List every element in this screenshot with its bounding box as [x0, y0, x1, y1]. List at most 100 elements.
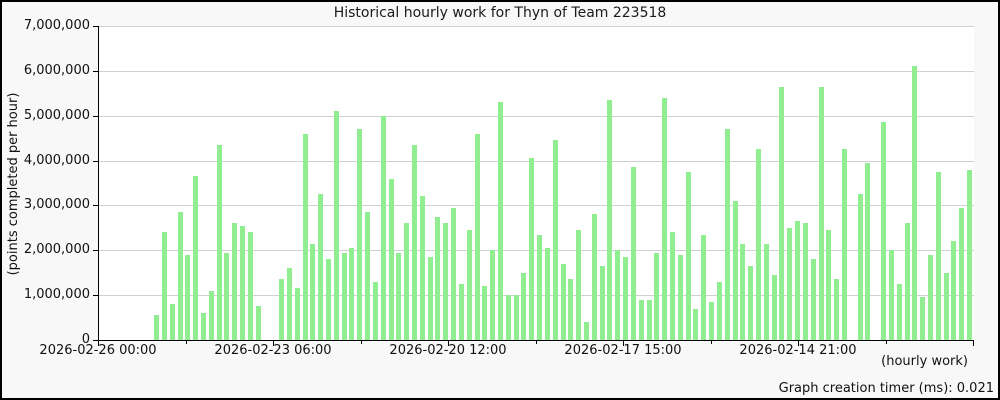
hourly-work-bar	[333, 111, 339, 340]
hourly-work-bar	[365, 212, 371, 340]
y-tick-label: 6,000,000	[23, 63, 90, 78]
hourly-work-bar	[630, 167, 636, 340]
x-axis-minor-tick	[885, 341, 887, 344]
y-tick-label: 5,000,000	[23, 108, 90, 123]
hourly-work-bar	[193, 176, 199, 340]
gridline	[99, 116, 974, 117]
hourly-work-bar	[857, 194, 863, 340]
y-tick-label: 0	[81, 332, 90, 347]
plot-area	[98, 26, 974, 341]
hourly-work-bar	[927, 255, 933, 340]
hourly-work-bar	[662, 98, 668, 340]
hourly-work-bar	[841, 149, 847, 340]
hourly-work-bar	[443, 223, 449, 340]
hourly-work-bar	[818, 87, 824, 340]
hourly-work-bar	[529, 158, 535, 340]
hourly-work-bar	[904, 223, 910, 340]
hourly-work-bar	[646, 300, 652, 340]
hourly-work-bar	[466, 230, 472, 340]
x-axis-minor-tick	[710, 341, 712, 344]
hourly-work-bar	[685, 172, 691, 340]
hourly-work-bar	[755, 149, 761, 340]
hourly-work-bar	[279, 279, 285, 340]
hourly-work-bar	[177, 212, 183, 340]
hourly-work-bar	[341, 253, 347, 340]
hourly-work-bar	[224, 253, 230, 340]
hourly-work-bar	[154, 315, 159, 340]
hourly-work-bar	[294, 288, 300, 340]
hourly-work-bar	[185, 255, 191, 340]
hourly-work-bar	[458, 284, 464, 340]
graph-creation-timer: Graph creation timer (ms): 0.021	[778, 381, 994, 396]
y-axis-tick	[93, 116, 98, 117]
gridline	[99, 26, 974, 27]
legend-note: (hourly work)	[881, 354, 968, 369]
hourly-work-bar	[584, 322, 589, 340]
hourly-work-bar	[693, 309, 699, 340]
hourly-work-bar	[576, 230, 582, 340]
hourly-work-bar	[951, 241, 957, 340]
x-axis-tick	[798, 341, 799, 346]
hourly-work-bar	[537, 235, 542, 340]
x-axis-minor-tick	[535, 341, 537, 344]
y-tick-label: 2,000,000	[23, 242, 90, 257]
hourly-work-bar	[505, 295, 511, 340]
hourly-work-bar	[795, 221, 800, 340]
y-axis-tick	[93, 161, 98, 162]
hourly-work-bar	[967, 170, 972, 340]
hourly-work-bar	[607, 100, 613, 340]
hourly-work-bar	[888, 250, 894, 340]
hourly-work-bar	[826, 230, 832, 340]
hourly-work-bar	[474, 134, 480, 340]
hourly-work-bar	[802, 223, 808, 340]
hourly-work-bar	[724, 129, 730, 340]
hourly-work-bar	[412, 145, 417, 340]
x-axis-tick	[98, 341, 99, 346]
chart-title: Historical hourly work for Thyn of Team …	[333, 5, 667, 21]
hourly-work-bar	[599, 266, 605, 340]
x-tick-label: 2026-02-14 21:00	[739, 343, 857, 358]
x-axis-tick	[448, 341, 449, 346]
hourly-work-bar	[709, 302, 714, 340]
hourly-work-bar	[654, 253, 660, 340]
hourly-work-bar	[740, 244, 746, 340]
x-tick-label: 2026-02-17 15:00	[564, 343, 682, 358]
x-tick-label: 2026-02-23 06:00	[214, 343, 332, 358]
y-axis-tick	[93, 250, 98, 251]
y-axis-title: (points completed per hour)	[6, 92, 21, 276]
hourly-work-bar	[959, 208, 965, 340]
hourly-work-bar	[568, 279, 574, 340]
y-axis-tick	[93, 26, 98, 27]
hourly-work-bar	[763, 244, 769, 340]
hourly-work-bar	[623, 257, 628, 340]
gridline	[99, 71, 974, 72]
hourly-work-bar	[912, 66, 918, 340]
hourly-work-bar	[881, 122, 886, 340]
hourly-work-bar	[513, 295, 519, 340]
x-axis-tick	[273, 341, 274, 346]
hourly-work-bar	[677, 255, 683, 340]
y-axis-tick	[93, 295, 98, 296]
hourly-work-bar	[357, 129, 363, 340]
hourly-work-bar	[396, 253, 402, 340]
hourly-work-bar	[388, 179, 394, 340]
hourly-work-bar	[302, 134, 308, 340]
hourly-work-bar	[232, 223, 238, 340]
x-tick-label: 2026-02-20 12:00	[389, 343, 507, 358]
hourly-work-bar	[920, 297, 926, 340]
x-axis-tick	[623, 341, 624, 346]
hourly-work-bar	[240, 226, 245, 340]
y-axis-tick	[93, 205, 98, 206]
hourly-work-bar	[310, 244, 316, 340]
hourly-work-bar	[638, 300, 644, 340]
hourly-work-bar	[349, 248, 355, 340]
hourly-work-bar	[255, 306, 261, 340]
hourly-work-bar	[560, 264, 566, 340]
x-tick-label: 2026-02-26 00:00	[39, 343, 157, 358]
hourly-work-bar	[490, 250, 496, 340]
hourly-work-bar	[404, 223, 410, 340]
hourly-work-bar	[451, 208, 457, 340]
hourly-work-bar	[591, 214, 597, 340]
hourly-work-bar	[865, 163, 871, 340]
